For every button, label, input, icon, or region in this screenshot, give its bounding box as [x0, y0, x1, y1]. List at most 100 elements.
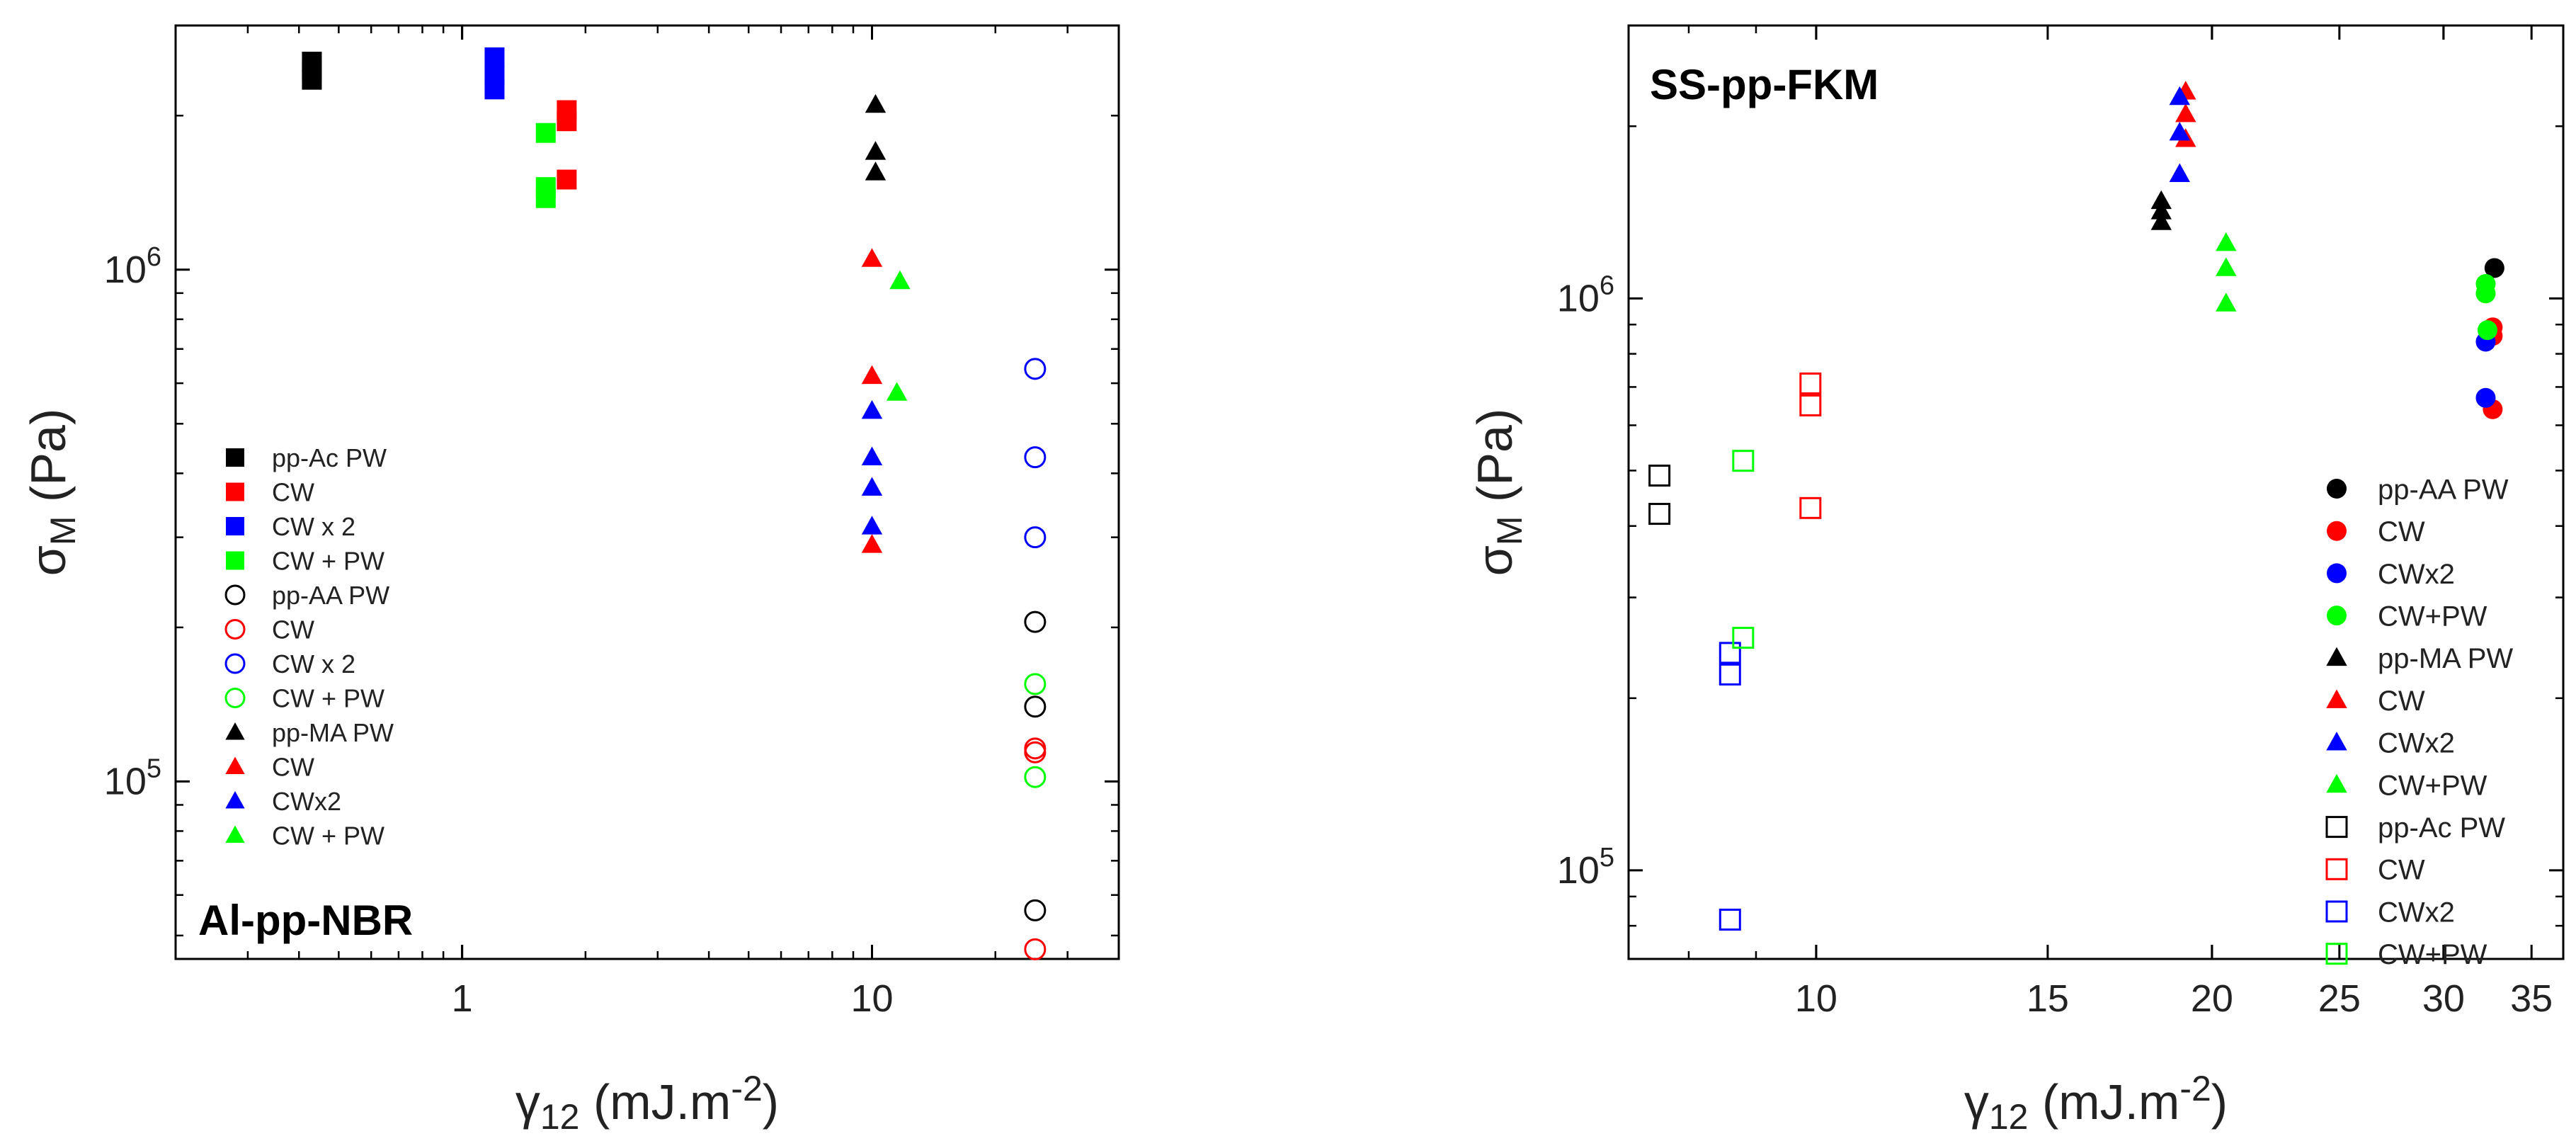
legend-label: CW x 2 — [272, 649, 355, 678]
legend-label: pp-MA PW — [2378, 643, 2513, 674]
legend-marker — [2326, 773, 2347, 793]
legend-label: CW — [272, 477, 314, 506]
data-point — [861, 446, 883, 465]
right-chart-marks — [1648, 81, 2504, 931]
y-tick-label: 105 — [104, 754, 161, 802]
data-point — [1024, 938, 1047, 960]
legend-marker — [2327, 606, 2347, 626]
legend-label: CWx2 — [2378, 559, 2455, 590]
legend-label: CW+PW — [2378, 939, 2487, 970]
right-x-axis-title: γ12 (mJ.m-2) — [1964, 1069, 2228, 1136]
legend-marker — [2327, 521, 2347, 541]
legend-label: CW x 2 — [272, 512, 355, 541]
legend-marker — [224, 619, 246, 640]
data-point — [861, 516, 883, 535]
data-point — [1799, 496, 1822, 519]
legend-label: pp-Ac PW — [2378, 812, 2505, 844]
legend-label: CWx2 — [2378, 897, 2455, 928]
data-point — [2477, 320, 2497, 341]
data-point — [557, 111, 577, 132]
data-point — [1024, 673, 1047, 695]
legend-label: CWx2 — [2378, 728, 2455, 759]
x-tick-label: 20 — [2191, 977, 2233, 1020]
data-point — [2475, 387, 2496, 408]
data-point — [484, 47, 505, 67]
legend-label: CW+PW — [2378, 601, 2487, 632]
data-point — [1719, 663, 1741, 686]
data-point — [1719, 642, 1741, 664]
legend-marker — [2325, 858, 2348, 880]
data-point — [865, 161, 887, 181]
data-point — [535, 123, 556, 143]
legend-label: CW — [2378, 686, 2425, 717]
left-panel-label: Al-pp-NBR — [198, 897, 413, 944]
data-point — [1732, 450, 1755, 472]
legend-marker — [2325, 816, 2348, 839]
legend-marker — [224, 653, 246, 674]
data-point — [2484, 258, 2504, 278]
legend-marker — [225, 825, 245, 844]
left-chart-legend: pp-Ac PW CW CW x 2 CW + PW pp-AA PW CW CW x 2 C… — [224, 443, 394, 850]
legend-marker — [226, 551, 244, 570]
data-point — [1024, 899, 1047, 921]
data-point — [2175, 103, 2196, 123]
x-tick-label: 25 — [2318, 977, 2361, 1020]
left-chart-ticks: 1 10 105 106 — [104, 24, 1120, 1020]
legend-label: CW + PW — [272, 821, 384, 850]
data-point — [1024, 695, 1047, 718]
data-point — [865, 93, 887, 113]
legend-marker — [226, 448, 244, 467]
data-point — [1024, 610, 1047, 633]
x-tick-label: 10 — [1795, 977, 1837, 1020]
y-tick-label: 106 — [1557, 271, 1614, 319]
x-tick-label: 15 — [2027, 977, 2069, 1020]
data-point — [2150, 211, 2172, 230]
legend-label: CW+PW — [2378, 770, 2487, 801]
legend-label: CW — [272, 615, 314, 644]
data-point — [2216, 292, 2237, 312]
data-point — [2169, 86, 2190, 106]
data-point — [861, 477, 883, 496]
data-point — [557, 169, 577, 190]
data-point — [1648, 503, 1671, 526]
data-point — [1732, 627, 1755, 649]
data-point — [1648, 465, 1671, 487]
data-point — [1024, 741, 1047, 763]
data-point — [1719, 909, 1741, 931]
data-point — [302, 69, 322, 90]
legend-marker — [2327, 563, 2347, 584]
legend-label: CW — [272, 752, 314, 781]
left-chart-marks — [302, 47, 1047, 960]
data-point — [1024, 526, 1047, 549]
legend-label: pp-MA PW — [272, 718, 394, 747]
y-tick-label: 106 — [104, 242, 161, 291]
legend-marker — [2325, 900, 2348, 923]
data-point — [2216, 257, 2237, 276]
legend-marker — [2326, 689, 2347, 708]
legend-marker — [224, 584, 246, 606]
legend-marker — [2326, 647, 2347, 666]
data-point — [1799, 394, 1822, 416]
legend-marker — [2326, 732, 2347, 751]
legend-label: pp-AA PW — [2378, 474, 2509, 505]
data-point — [2150, 200, 2172, 220]
legend-label: CW + PW — [272, 683, 384, 712]
legend-label: CWx2 — [272, 787, 341, 816]
data-point — [2475, 283, 2496, 304]
right-panel-label: SS-pp-FKM — [1650, 61, 1879, 108]
y-tick-label: 105 — [1557, 843, 1614, 892]
data-point — [889, 270, 911, 290]
data-point — [886, 382, 908, 401]
x-tick-label: 30 — [2422, 977, 2465, 1020]
data-point — [1799, 372, 1822, 394]
left-x-axis-title: γ12 (mJ.m-2) — [515, 1069, 779, 1136]
legend-label: CW — [2378, 516, 2425, 547]
legend-marker — [226, 482, 244, 501]
data-point — [2216, 232, 2237, 251]
data-point — [1024, 446, 1047, 469]
legend-marker — [226, 517, 244, 535]
data-point — [861, 365, 883, 385]
legend-marker — [225, 722, 245, 740]
data-point — [2169, 121, 2190, 141]
